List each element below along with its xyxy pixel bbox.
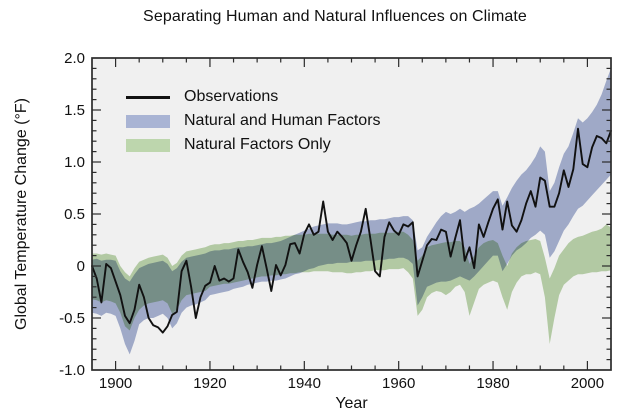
legend-label-natural-only: Natural Factors Only [184, 136, 331, 153]
svg-text:1980: 1980 [476, 375, 509, 392]
svg-text:0: 0 [77, 258, 85, 275]
x-tick-labels: 1900 1920 1940 1960 1980 2000 [99, 375, 604, 392]
svg-text:-1.0: -1.0 [59, 362, 85, 379]
svg-text:2.0: 2.0 [64, 50, 85, 67]
natural-human-band-swatch [126, 114, 170, 128]
legend-item-observations: Observations [126, 85, 381, 109]
legend-label-natural-human: Natural and Human Factors [184, 112, 381, 129]
x-axis-title: Year [335, 395, 368, 412]
legend: Observations Natural and Human Factors N… [126, 85, 381, 157]
svg-text:0.5: 0.5 [64, 206, 85, 223]
y-tick-labels: 2.0 1.5 1.0 0.5 0 -0.5 -1.0 [59, 50, 85, 379]
legend-item-natural-only: Natural Factors Only [126, 133, 381, 157]
svg-text:1940: 1940 [288, 375, 321, 392]
svg-text:-0.5: -0.5 [59, 310, 85, 327]
chart-title: Separating Human and Natural Influences … [143, 8, 527, 25]
svg-text:1.5: 1.5 [64, 102, 85, 119]
legend-item-natural-human: Natural and Human Factors [126, 109, 381, 133]
plot-border [91, 57, 612, 371]
legend-label-observations: Observations [184, 88, 279, 105]
observations-line-swatch [126, 95, 170, 99]
svg-text:1960: 1960 [382, 375, 415, 392]
observations-line [91, 127, 612, 334]
natural-band-swatch [126, 138, 170, 152]
svg-text:1920: 1920 [193, 375, 226, 392]
natural-human-band [92, 68, 611, 355]
svg-text:1900: 1900 [99, 375, 132, 392]
svg-text:1.0: 1.0 [64, 154, 85, 171]
uncertainty-bands [92, 68, 611, 355]
svg-text:2000: 2000 [571, 375, 604, 392]
